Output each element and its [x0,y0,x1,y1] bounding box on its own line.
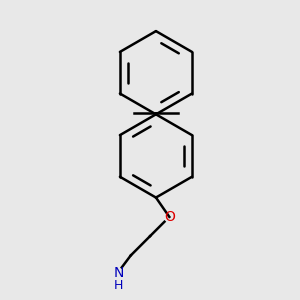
Text: N: N [114,266,124,280]
Text: H: H [114,279,124,292]
Text: O: O [164,210,175,224]
